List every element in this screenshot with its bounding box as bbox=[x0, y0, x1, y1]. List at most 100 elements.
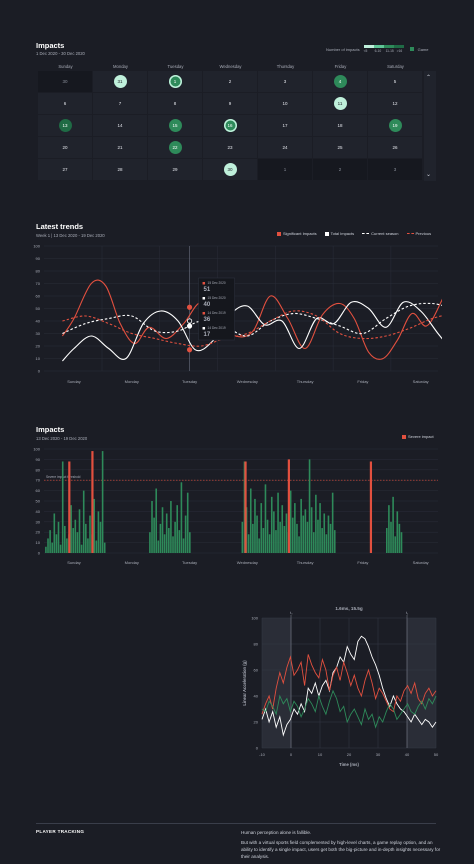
impact-bar bbox=[97, 511, 100, 553]
calendar-day-number: 31 bbox=[113, 75, 127, 88]
accel-title: 1.6ms, 15.5g bbox=[335, 606, 363, 611]
calendar-day-cell[interactable]: 7 bbox=[93, 93, 148, 115]
calendar-day-cell[interactable]: 25 bbox=[313, 137, 368, 159]
shaded-region bbox=[407, 618, 436, 748]
calendar-day-cell[interactable]: 26 bbox=[368, 137, 423, 159]
calendar-day-cell[interactable]: 22 bbox=[148, 137, 203, 159]
impact-bar bbox=[254, 498, 256, 553]
calendar-day-cell[interactable]: 8 bbox=[148, 93, 203, 115]
severe-bar bbox=[287, 459, 290, 553]
impact-bar bbox=[394, 536, 396, 553]
impact-bar bbox=[57, 521, 60, 553]
tooltip-box bbox=[198, 277, 235, 341]
calendar-day-number: 26 bbox=[392, 145, 398, 150]
calendar-day-cell[interactable]: 3 bbox=[258, 71, 313, 93]
calendar-day-cell[interactable]: 14 bbox=[93, 115, 148, 137]
calendar-day-cell[interactable]: 4 bbox=[313, 71, 368, 93]
calendar-day-cell[interactable]: 12 bbox=[368, 93, 423, 115]
calendar-day-number: 29 bbox=[172, 167, 178, 172]
calendar-day-cell[interactable]: 16 bbox=[203, 115, 258, 137]
impact-bar bbox=[275, 530, 277, 553]
impact-bar bbox=[273, 511, 275, 553]
calendar-day-number: 6 bbox=[63, 101, 67, 106]
footer-divider bbox=[36, 823, 436, 824]
legend-current[interactable]: Current season bbox=[362, 231, 399, 236]
legend-total[interactable]: Total Impacts bbox=[324, 231, 354, 236]
accel-ylabel: Linear Acceleration (g) bbox=[242, 660, 247, 706]
impact-bar bbox=[317, 519, 319, 553]
trends-title: Latest trends bbox=[36, 222, 84, 231]
legend-scale: <5 6-10 11-15 >16 bbox=[363, 45, 406, 53]
x-tick-label: -10 bbox=[259, 752, 266, 757]
calendar-day-cell[interactable]: 27 bbox=[38, 159, 93, 181]
calendar-day-cell[interactable]: 19 bbox=[368, 115, 423, 137]
calendar-day-number: 25 bbox=[337, 145, 343, 150]
calendar-day-cell[interactable]: 17 bbox=[258, 115, 313, 137]
impact-bar bbox=[270, 496, 273, 553]
calendar-scrollbar[interactable]: ⌃ ⌄ bbox=[424, 71, 436, 181]
calendar-day-cell[interactable]: 21 bbox=[93, 137, 148, 159]
calendar-day-cell[interactable]: 10 bbox=[258, 93, 313, 115]
calendar-day-cell[interactable]: 2 bbox=[203, 71, 258, 93]
legend-previous[interactable]: Previous bbox=[406, 231, 431, 236]
impact-bar bbox=[310, 507, 313, 553]
x-tick-label: 0 bbox=[290, 752, 293, 757]
y-tick-label: 40 bbox=[254, 694, 259, 699]
calendar-day-cell[interactable]: 20 bbox=[38, 137, 93, 159]
impact-bar bbox=[49, 530, 51, 553]
calendar-day-cell[interactable]: 28 bbox=[93, 159, 148, 181]
acceleration-line bbox=[261, 635, 437, 737]
legend-current-swatch bbox=[362, 233, 370, 234]
impacts-bar-chart[interactable]: 0 10 20 30 40 50 60 70 80 90 100 Sunday Monday Tuesda… bbox=[30, 443, 442, 571]
legend-bucket-3: 11-15 bbox=[385, 49, 394, 53]
impact-bar bbox=[291, 517, 294, 553]
calendar-day-cell[interactable]: 1 bbox=[148, 71, 203, 93]
calendar-day-cell[interactable]: 11 bbox=[313, 93, 368, 115]
calendar-day-cell[interactable]: 13 bbox=[38, 115, 93, 137]
trends-chart[interactable]: 0 10 20 30 40 50 60 70 80 90 100 Sunday Monday Tuesda… bbox=[30, 240, 442, 390]
x-tick-label: Thursday bbox=[297, 379, 314, 384]
calendar-day-cell[interactable]: 29 bbox=[148, 159, 203, 181]
calendar-day-cell[interactable]: 31 bbox=[93, 71, 148, 93]
impact-bar bbox=[300, 498, 302, 553]
impact-bar bbox=[180, 482, 183, 553]
calendar-day-cell[interactable]: 1 bbox=[258, 159, 313, 181]
tooltip-value: 36 bbox=[204, 317, 211, 323]
calendar-day-cell[interactable]: 24 bbox=[258, 137, 313, 159]
impact-bar bbox=[296, 523, 298, 553]
calendar-day-cell[interactable]: 23 bbox=[203, 137, 258, 159]
impact-bar bbox=[168, 528, 170, 553]
calendar-day-cell[interactable]: 5 bbox=[368, 71, 423, 93]
calendar-day-cell[interactable]: 6 bbox=[38, 93, 93, 115]
impact-bar bbox=[174, 521, 176, 553]
calendar-day-number: 15 bbox=[168, 119, 182, 132]
impact-bar bbox=[258, 538, 260, 553]
calendar-day-cell[interactable]: 3 bbox=[368, 159, 423, 181]
calendar-day-cell[interactable]: 30 bbox=[38, 71, 93, 93]
hover-point bbox=[186, 323, 193, 329]
calendar-day-cell[interactable]: 9 bbox=[203, 93, 258, 115]
calendar-day-cell[interactable]: 18 bbox=[313, 115, 368, 137]
calendar-day-cell[interactable]: 2 bbox=[313, 159, 368, 181]
legend-severe-swatch bbox=[402, 434, 406, 439]
impact-bar bbox=[400, 532, 403, 553]
weekday-label: Friday bbox=[334, 64, 347, 69]
legend-significant[interactable]: Significant Impacts bbox=[277, 231, 317, 236]
calendar-day-cell[interactable]: 15 bbox=[148, 115, 203, 137]
impact-bar bbox=[61, 461, 64, 553]
chevron-up-icon[interactable]: ⌃ bbox=[426, 75, 432, 81]
x-tick-label: Sunday bbox=[67, 560, 81, 565]
y-tick-label: 20 bbox=[36, 530, 41, 535]
calendar-day-number: 12 bbox=[392, 101, 398, 106]
impact-bar bbox=[47, 538, 49, 553]
x-tick-label: Wednesday bbox=[237, 560, 258, 565]
calendar-day-number: 2 bbox=[228, 79, 232, 84]
calendar-day-cell[interactable]: 30 bbox=[203, 159, 258, 181]
impact-bar bbox=[302, 515, 305, 553]
chevron-down-icon[interactable]: ⌄ bbox=[426, 172, 432, 178]
legend-label: Number of impacts bbox=[326, 46, 360, 52]
legend-significant-swatch bbox=[277, 231, 281, 236]
calendar-day-number: 9 bbox=[228, 101, 232, 106]
legend-severe[interactable]: Severe impact bbox=[402, 434, 434, 439]
